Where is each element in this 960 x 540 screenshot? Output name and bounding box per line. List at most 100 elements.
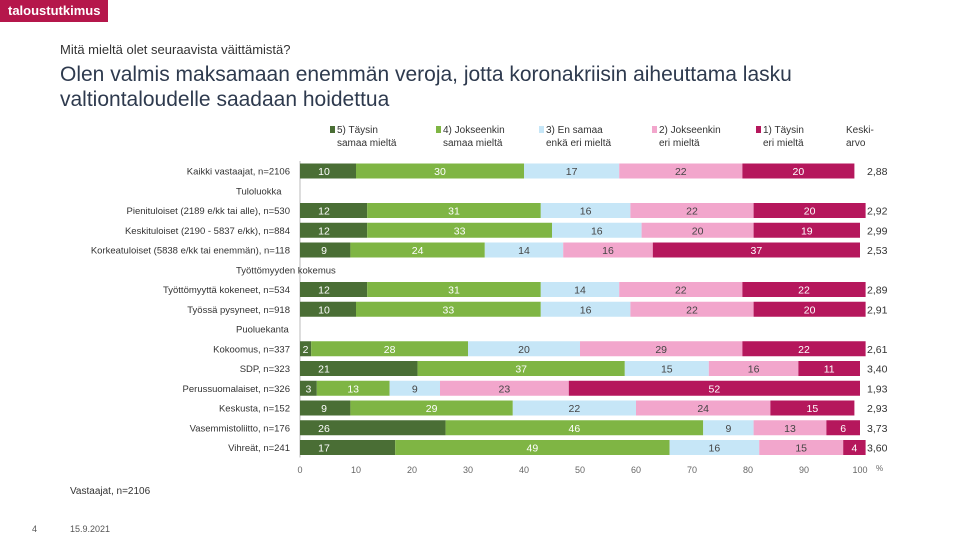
page-number: 4: [32, 524, 38, 534]
data-label: 33: [443, 304, 455, 316]
bar-segment: [619, 163, 743, 179]
bar-segment: [367, 203, 541, 218]
bar-segment: [753, 222, 860, 238]
data-label: 17: [566, 166, 578, 178]
respondents-note: Vastaajat, n=2106: [70, 486, 151, 497]
bar-segment: [311, 341, 468, 357]
row-label: Keskusta, n=152: [219, 404, 290, 415]
data-label: 20: [793, 166, 805, 178]
bar-segment: [563, 242, 653, 258]
bar-segment: [703, 420, 754, 436]
bar-segment: [300, 420, 446, 436]
bar-segment: [742, 341, 866, 357]
data-label: 12: [318, 225, 330, 237]
bar-segment: [826, 420, 860, 436]
x-unit-label: %: [876, 464, 883, 473]
x-tick-label: 70: [687, 465, 697, 475]
bar-segment: [742, 282, 866, 297]
mean-value: 2,92: [867, 206, 888, 218]
row-label: Työttömyyttä kokeneet, n=534: [163, 285, 290, 296]
data-label: 9: [412, 383, 418, 395]
bar-segment: [619, 282, 743, 297]
data-label: 37: [751, 245, 763, 257]
data-label: 22: [675, 285, 687, 297]
data-label: 49: [527, 443, 539, 455]
data-label: 13: [784, 423, 796, 435]
data-label: 20: [804, 206, 816, 218]
data-label: 29: [426, 403, 438, 415]
group-label: Puoluekanta: [236, 325, 290, 336]
bar-segment: [300, 282, 368, 297]
bar-segment: [300, 203, 368, 218]
bar-segment: [350, 400, 513, 416]
data-label: 24: [697, 403, 709, 415]
data-label: 26: [318, 423, 330, 435]
bar-segment: [356, 301, 541, 317]
x-tick-label: 80: [743, 465, 753, 475]
x-tick-label: 90: [799, 465, 809, 475]
legend-label: samaa mieltä: [337, 138, 397, 149]
bar-segment: [669, 440, 760, 455]
data-label: 30: [434, 166, 446, 178]
mean-value: 2,89: [867, 285, 888, 297]
bar-segment: [468, 341, 580, 357]
row-label: Vasemmistoliitto, n=176: [190, 423, 290, 434]
data-label: 20: [692, 225, 704, 237]
data-label: 22: [686, 206, 698, 218]
data-label: 33: [454, 225, 466, 237]
mean-value: 3,40: [867, 364, 888, 376]
legend-label: eri mieltä: [763, 138, 804, 149]
legend-swatch: [756, 126, 761, 133]
bar-segment: [300, 440, 396, 455]
row-label: Perussuomalaiset, n=326: [183, 384, 290, 395]
bar-segment: [524, 163, 620, 179]
bar-segment: [540, 301, 631, 317]
bar-segment: [395, 440, 670, 455]
bar-segment: [300, 380, 317, 396]
mean-value: 2,88: [867, 166, 888, 178]
x-tick-label: 20: [407, 465, 417, 475]
bar-segment: [389, 380, 440, 396]
chart-title: Olen valmis maksamaan enemmän veroja, jo…: [60, 63, 792, 111]
data-label: 12: [318, 206, 330, 218]
bar-segment: [641, 222, 754, 238]
data-label: 10: [318, 304, 330, 316]
data-label: 11: [824, 364, 835, 376]
mean-value: 3,73: [867, 423, 888, 435]
bar-segment: [350, 242, 485, 258]
x-tick-label: 60: [631, 465, 641, 475]
mean-value: 2,61: [867, 344, 888, 356]
x-tick-label: 0: [297, 465, 302, 475]
data-label: 24: [412, 245, 424, 257]
mean-header: Keski-: [846, 125, 874, 136]
bar-segment: [753, 420, 827, 436]
data-label: 17: [318, 443, 330, 455]
data-label: 16: [580, 206, 592, 218]
data-label: 16: [591, 225, 603, 237]
bar-segment: [798, 361, 860, 376]
x-tick-label: 100: [852, 465, 867, 475]
data-label: 29: [655, 344, 667, 356]
x-tick-label: 40: [519, 465, 529, 475]
legend-swatch: [539, 126, 544, 133]
x-tick-label: 30: [463, 465, 473, 475]
data-label: 52: [709, 383, 721, 395]
bar-segment: [440, 380, 569, 396]
mean-value: 2,91: [867, 304, 888, 316]
bar-segment: [568, 380, 860, 396]
mean-value: 3,60: [867, 443, 888, 455]
bar-segment: [540, 203, 631, 218]
bar-segment: [624, 361, 709, 376]
group-label: Tuloluokka: [236, 186, 282, 197]
bar-segment: [770, 400, 855, 416]
bar-segment: [300, 301, 356, 317]
legend-swatch: [330, 126, 335, 133]
data-label: 16: [580, 304, 592, 316]
data-label: 22: [569, 403, 581, 415]
bar-segment: [742, 163, 855, 179]
row-label: Kokoomus, n=337: [213, 344, 290, 355]
data-label: 22: [686, 304, 698, 316]
data-label: 16: [709, 443, 721, 455]
data-label: 28: [384, 344, 396, 356]
data-label: 16: [602, 245, 614, 257]
